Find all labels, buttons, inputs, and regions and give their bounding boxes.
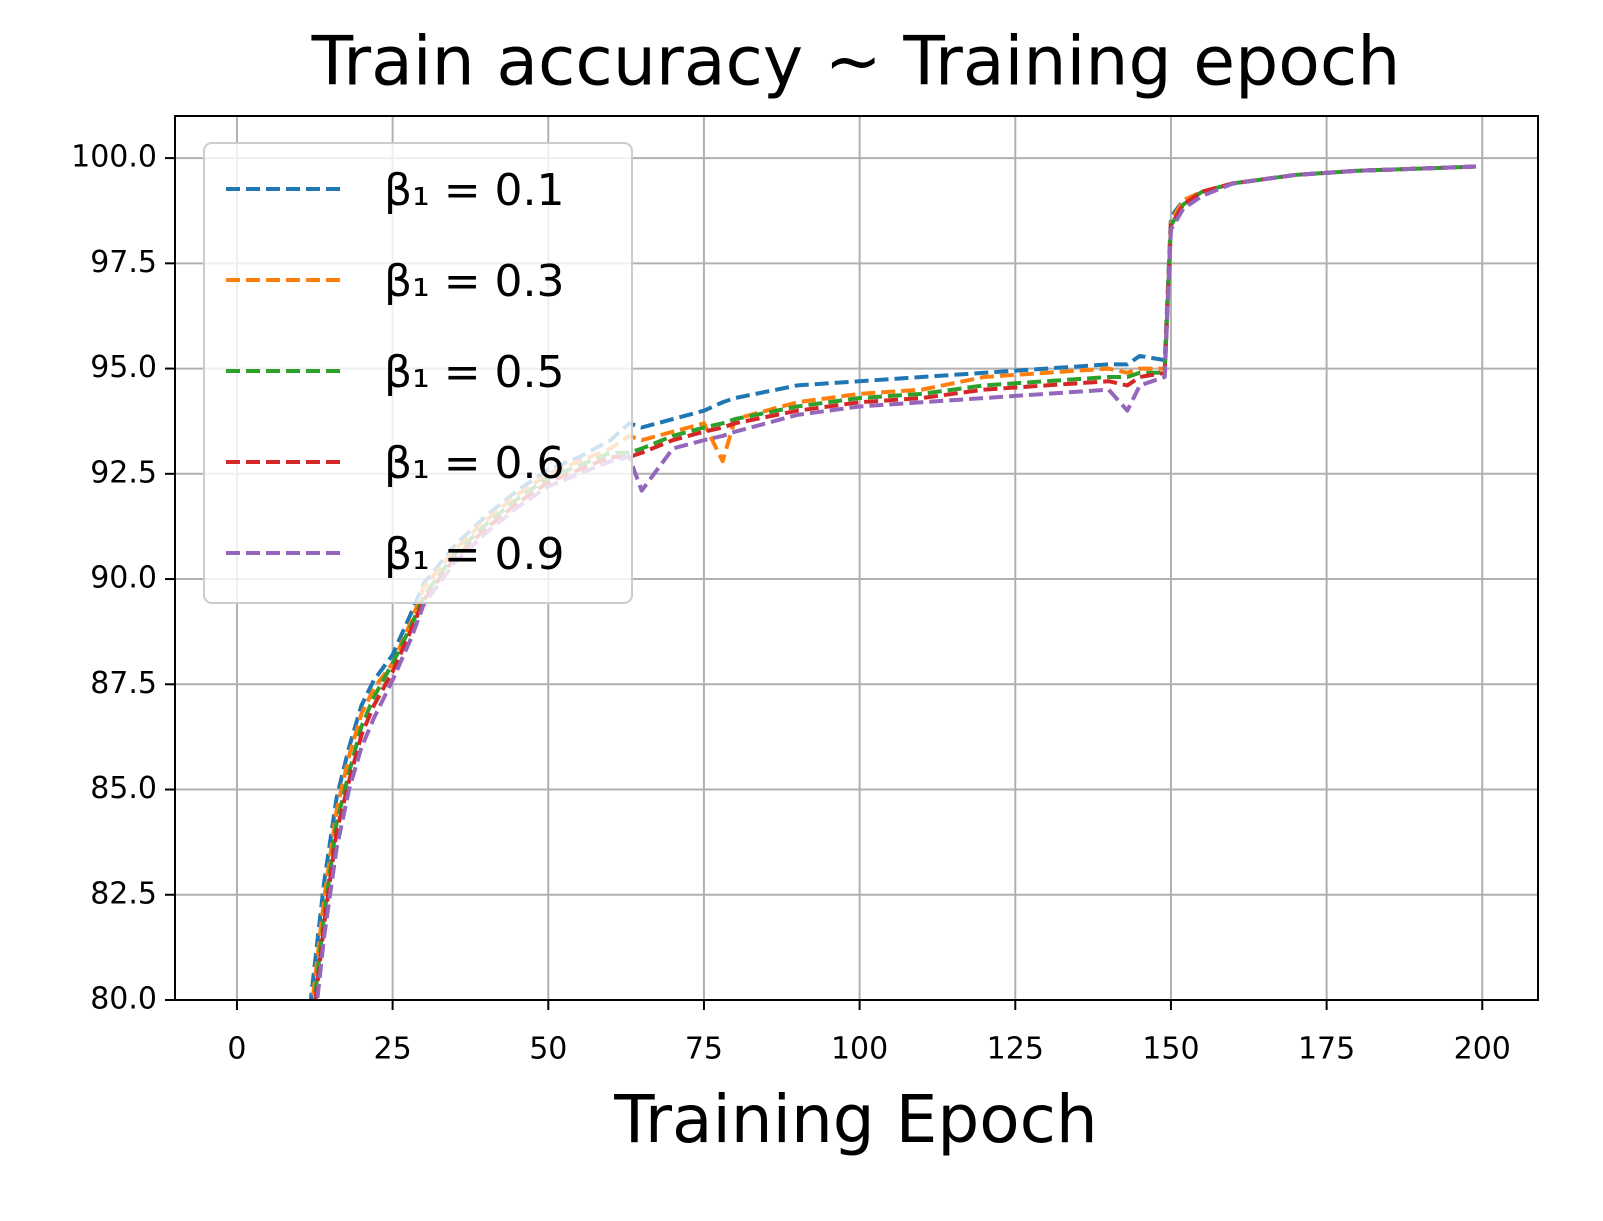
- legend-label: β₁ = 0.5: [384, 347, 565, 398]
- x-tick-label: 0: [227, 1032, 246, 1067]
- y-tick-label: 92.5: [90, 455, 157, 490]
- x-tick-label: 175: [1298, 1032, 1355, 1067]
- legend: β₁ = 0.1 β₁ = 0.3 β₁ = 0.5 β₁ = 0.6 β₁ = 0.9: [203, 142, 633, 604]
- axes-frame: [174, 115, 1539, 1001]
- plot-area: [308, 164, 1477, 1000]
- legend-box: [203, 142, 633, 604]
- x-tick-label: 50: [529, 1032, 567, 1067]
- y-tick-label: 80.0: [90, 982, 157, 1017]
- y-tick-label: 82.5: [90, 876, 157, 911]
- x-axis-label: Training Epoch: [613, 1081, 1098, 1158]
- y-tick-label: 95.0: [90, 350, 157, 385]
- y-tick-label: 100.0: [71, 140, 157, 175]
- legend-label: β₁ = 0.3: [384, 256, 565, 307]
- line-series: [313, 164, 1477, 1000]
- x-tick-label: 125: [987, 1032, 1044, 1067]
- y-tick-label: 85.0: [90, 771, 157, 806]
- x-tick-label: 200: [1454, 1032, 1511, 1067]
- x-tick-label: 25: [374, 1032, 412, 1067]
- legend-label: β₁ = 0.9: [384, 529, 565, 580]
- legend-label: β₁ = 0.6: [384, 438, 565, 489]
- line-series: [315, 164, 1477, 1000]
- x-tick-label: 100: [831, 1032, 888, 1067]
- y-tick-label: 90.0: [90, 561, 157, 596]
- y-tick-label: 87.5: [90, 666, 157, 701]
- x-tick-label: 75: [685, 1032, 723, 1067]
- legend-label: β₁ = 0.1: [384, 165, 565, 216]
- x-tick-label: 150: [1142, 1032, 1199, 1067]
- y-tick-label: 97.5: [90, 245, 157, 280]
- line-series: [310, 164, 1477, 1000]
- chart-title: Train accuracy ~ Training epoch: [311, 23, 1401, 102]
